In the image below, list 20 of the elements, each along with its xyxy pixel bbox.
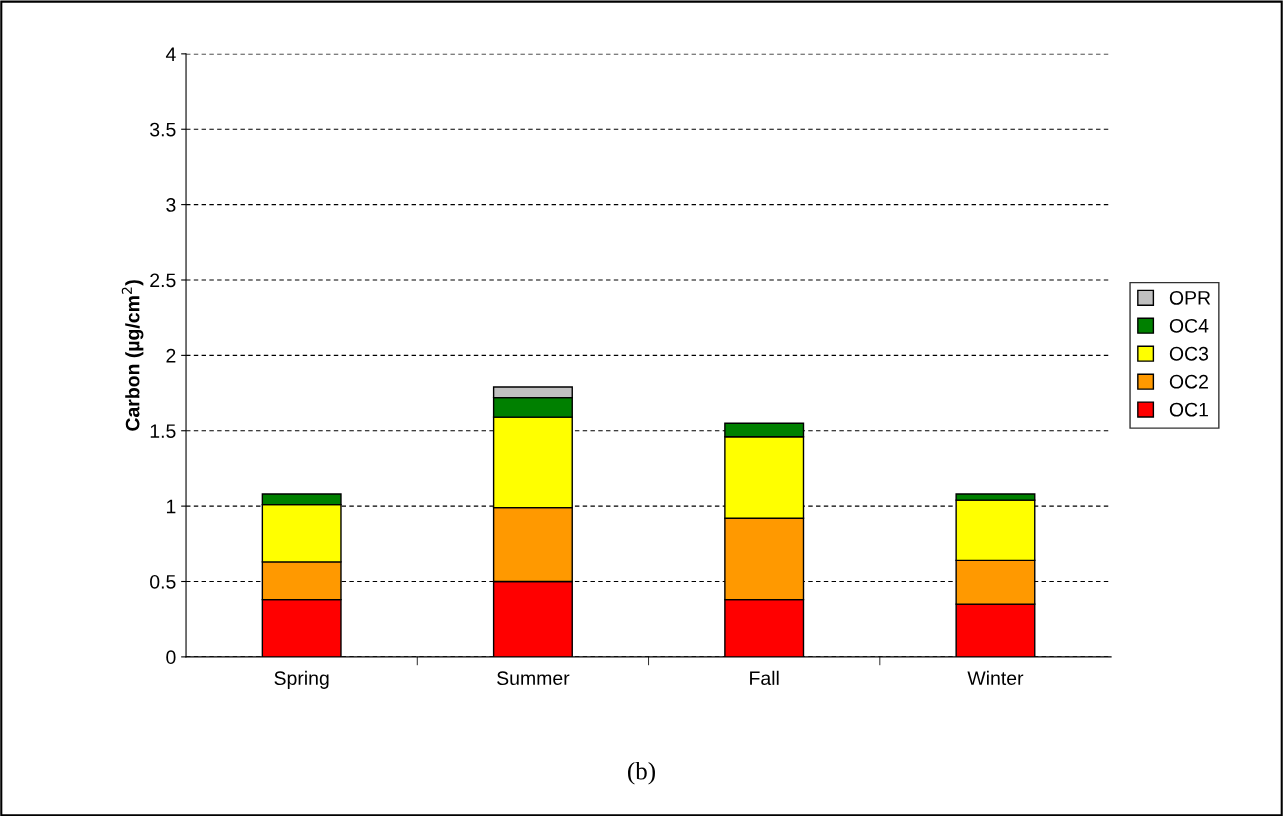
legend-label: OC2 [1169, 374, 1208, 389]
legend-label: OC1 [1169, 402, 1208, 417]
y-tick-label: 2.5 [150, 273, 176, 288]
y-axis-title: Carbon (µg/cm$^{2}$) [121, 280, 144, 431]
y-tick-label: 4 [165, 47, 176, 61]
x-tick-label: Fall [750, 670, 779, 686]
legend-label: OPR [1169, 290, 1211, 305]
y-tick-label: 1 [166, 499, 176, 514]
y-tick-label: 1.5 [150, 424, 176, 438]
legend-label: OC4 [1169, 318, 1209, 333]
y-tick-label: 0 [166, 650, 176, 665]
x-tick-label: Winter [967, 670, 1024, 686]
y-tick-label: 2 [166, 348, 176, 363]
legend-label: OC3 [1169, 346, 1209, 361]
x-tick-label: Summer [497, 671, 570, 686]
x-tick-label: Spring [274, 670, 329, 689]
y-tick-label: 3 [166, 198, 176, 212]
y-tick-label: 0.5 [150, 574, 176, 589]
text: (b) [628, 761, 655, 785]
y-tick-label: 3.5 [150, 122, 176, 137]
